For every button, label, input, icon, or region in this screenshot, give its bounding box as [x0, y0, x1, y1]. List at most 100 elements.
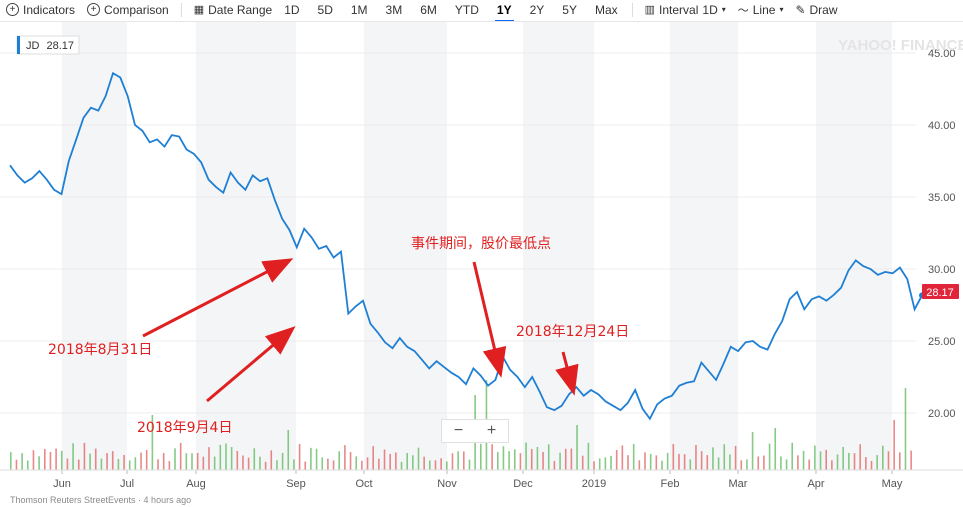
ticker-badge[interactable]: JD 28.17 [16, 35, 80, 55]
y-tick-label: 20.00 [928, 408, 956, 420]
volume-bar [700, 451, 703, 470]
volume-bar [406, 452, 408, 470]
volume-bar [145, 449, 148, 470]
range-6m[interactable]: 6M [420, 2, 437, 17]
volume-bar [117, 458, 120, 470]
volume-bar [457, 451, 459, 470]
annotation-label: 事件期间，股价最低点 [411, 236, 551, 252]
volume-bar [225, 443, 227, 470]
volume-bar [734, 445, 737, 470]
volume-bar [157, 459, 159, 470]
volume-bar [904, 388, 907, 470]
svg-text:JD 28.17: JD 28.17 [26, 40, 74, 52]
volume-bar [848, 453, 850, 470]
range-5d[interactable]: 5D [317, 2, 333, 17]
range-2y[interactable]: 2Y [529, 2, 545, 17]
volume-bar [479, 443, 482, 470]
volume-bar [253, 448, 256, 470]
volume-bar [746, 459, 748, 470]
volume-bar [366, 457, 369, 470]
annotation-arrow [472, 261, 507, 378]
volume-bar [293, 459, 295, 470]
month-band [816, 22, 892, 470]
last-price-text: 28.17 [926, 287, 954, 299]
footer-source: Thomson Reuters StreetEvents · 4 hours a… [10, 495, 192, 505]
volume-bar [819, 451, 822, 470]
comparison-button[interactable]: + Comparison [87, 3, 169, 17]
x-tick-label: Sep [286, 478, 306, 490]
volume-bar [814, 445, 816, 470]
volume-bar [276, 460, 278, 470]
volume-bar [400, 461, 403, 470]
volume-bar [259, 456, 261, 470]
volume-bar [247, 457, 250, 470]
volume-bar [72, 443, 74, 470]
x-tick-label: Apr [807, 478, 824, 490]
volume-bar [825, 449, 827, 470]
indicators-button[interactable]: + Indicators [6, 3, 75, 17]
volume-bar [134, 457, 137, 470]
x-tick-label: Nov [437, 478, 457, 490]
volume-bar [666, 452, 669, 470]
volume-bar [723, 444, 726, 470]
volume-bar [111, 451, 114, 470]
volume-bar [236, 450, 239, 470]
volume-bar [865, 457, 867, 470]
range-1y[interactable]: 1Y [494, 2, 514, 22]
x-tick-label: Jul [120, 478, 134, 490]
volume-bar [123, 454, 125, 470]
y-tick-label: 35.00 [928, 192, 956, 204]
volume-bar [429, 460, 431, 470]
annotation-arrow [206, 326, 296, 403]
zoom-in-button[interactable]: + [486, 422, 497, 439]
x-tick-label: Aug [186, 478, 206, 490]
range-max[interactable]: Max [594, 2, 618, 17]
volume-bar [547, 444, 550, 470]
volume-bar [21, 453, 23, 470]
range-1d[interactable]: 1D [284, 2, 300, 17]
volume-bar [536, 446, 539, 470]
volume-bar [802, 450, 805, 470]
volume-bar [797, 455, 799, 470]
range-3m[interactable]: 3M [385, 2, 403, 17]
volume-bar [43, 448, 46, 470]
volume-bar [361, 460, 363, 470]
volume-bar [219, 444, 222, 470]
volume-bar [162, 452, 165, 470]
draw-button[interactable]: ✎ Draw [795, 3, 837, 17]
range-ytd[interactable]: YTD [454, 2, 479, 17]
last-price-tag: 28.17 [922, 284, 959, 299]
date-range-button[interactable]: ▦ Date Range [194, 3, 272, 17]
volume-bar [83, 442, 86, 470]
volume-bar [355, 456, 358, 470]
volume-bar [179, 442, 182, 470]
interval-button[interactable]: ▥ Interval 1D ▾ [645, 3, 726, 17]
volume-bar [576, 425, 578, 470]
volume-bar [321, 457, 324, 470]
interval-value: 1D [702, 2, 718, 17]
volume-bar [712, 447, 714, 470]
volume-bar [491, 444, 493, 470]
volume-bar [60, 450, 63, 470]
volume-bar [740, 460, 743, 470]
volume-bar [496, 452, 499, 470]
volume-bar [542, 451, 544, 470]
price-chart[interactable]: Jun Jul Aug Sep Oct Nov Dec 2019 Feb Mar Apr May 45… [0, 22, 963, 492]
ticker-value: 28.17 [47, 40, 75, 52]
volume-bar [853, 453, 856, 470]
volume-bar [191, 453, 193, 470]
volume-bar [763, 455, 765, 470]
range-1m[interactable]: 1M [350, 2, 368, 17]
toolbar-border [0, 21, 963, 22]
chart-style-button[interactable]: 〜 Line ▾ [738, 2, 784, 18]
x-tick-label: 2019 [582, 478, 606, 490]
volume-bar [349, 452, 352, 470]
pencil-icon: ✎ [795, 2, 806, 17]
zoom-out-button[interactable]: − [453, 422, 464, 439]
calendar-icon: ▦ [193, 4, 205, 16]
volume-bar [49, 452, 52, 470]
range-5y[interactable]: 5Y [562, 2, 577, 17]
volume-bar [553, 460, 556, 470]
volume-bar [910, 450, 912, 470]
volume-bar [882, 445, 884, 470]
